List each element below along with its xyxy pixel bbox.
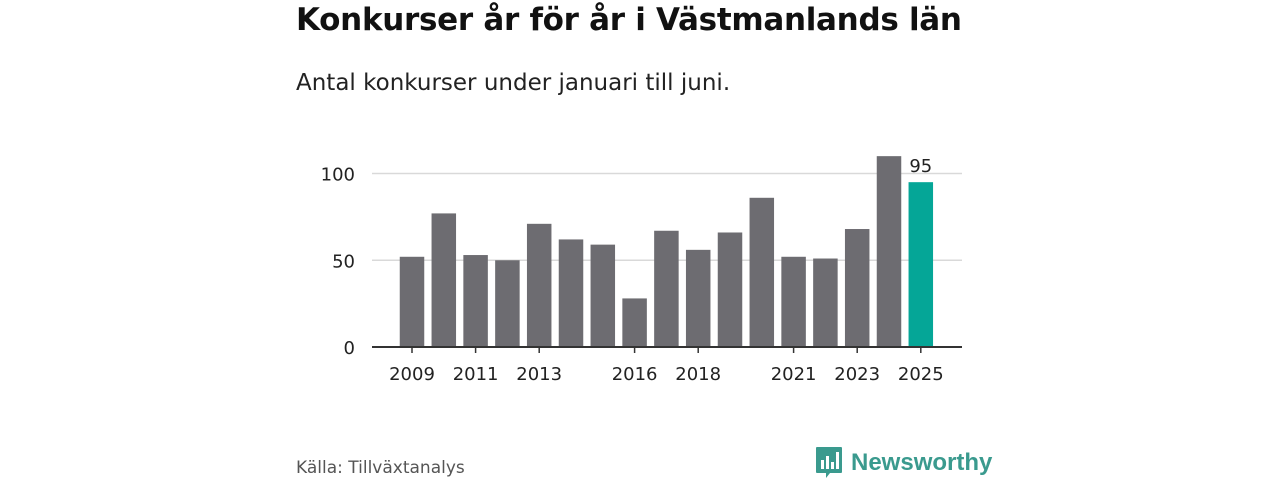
chart-subtitle: Antal konkurser under januari till juni.: [296, 70, 731, 96]
bar-2015: [590, 244, 616, 347]
newsworthy-logo-icon: [816, 447, 842, 478]
chart-title: Konkurser år för år i Västmanlands län: [296, 2, 962, 38]
bar-2023: [844, 229, 870, 347]
bar-2019: [717, 232, 743, 347]
bar-2025: [908, 182, 934, 347]
data-label-2025: 95: [909, 156, 932, 177]
x-tick-label: 2009: [389, 364, 435, 385]
y-tick-label: 50: [332, 251, 355, 272]
bar-2009: [399, 256, 425, 347]
x-tick-label: 2021: [771, 364, 817, 385]
x-tick-label: 2016: [612, 364, 658, 385]
bar-2011: [463, 255, 488, 347]
x-tick-label: 2018: [675, 364, 721, 385]
y-tick-label: 0: [344, 338, 355, 359]
source-note: Källa: Tillväxtanalys: [296, 458, 465, 478]
bar-2017: [654, 230, 679, 347]
x-tick-label: 2011: [453, 364, 499, 385]
x-tick-label: 2013: [516, 364, 562, 385]
bar-2012: [495, 260, 520, 347]
brand-name: Newsworthy: [851, 448, 993, 476]
bar-2024: [876, 156, 902, 347]
bar-2022: [813, 258, 838, 347]
bar-2010: [431, 213, 457, 347]
bar-2013: [526, 223, 552, 347]
bar-2020: [749, 197, 775, 347]
x-tick-label: 2025: [898, 364, 944, 385]
bar-2016: [622, 298, 647, 347]
x-tick-label: 2023: [834, 364, 880, 385]
bar-2021: [781, 256, 806, 347]
y-tick-label: 100: [321, 165, 355, 186]
bar-2014: [558, 239, 584, 347]
bar-2018: [685, 249, 711, 347]
brand-logo: Newsworthy: [815, 446, 992, 479]
